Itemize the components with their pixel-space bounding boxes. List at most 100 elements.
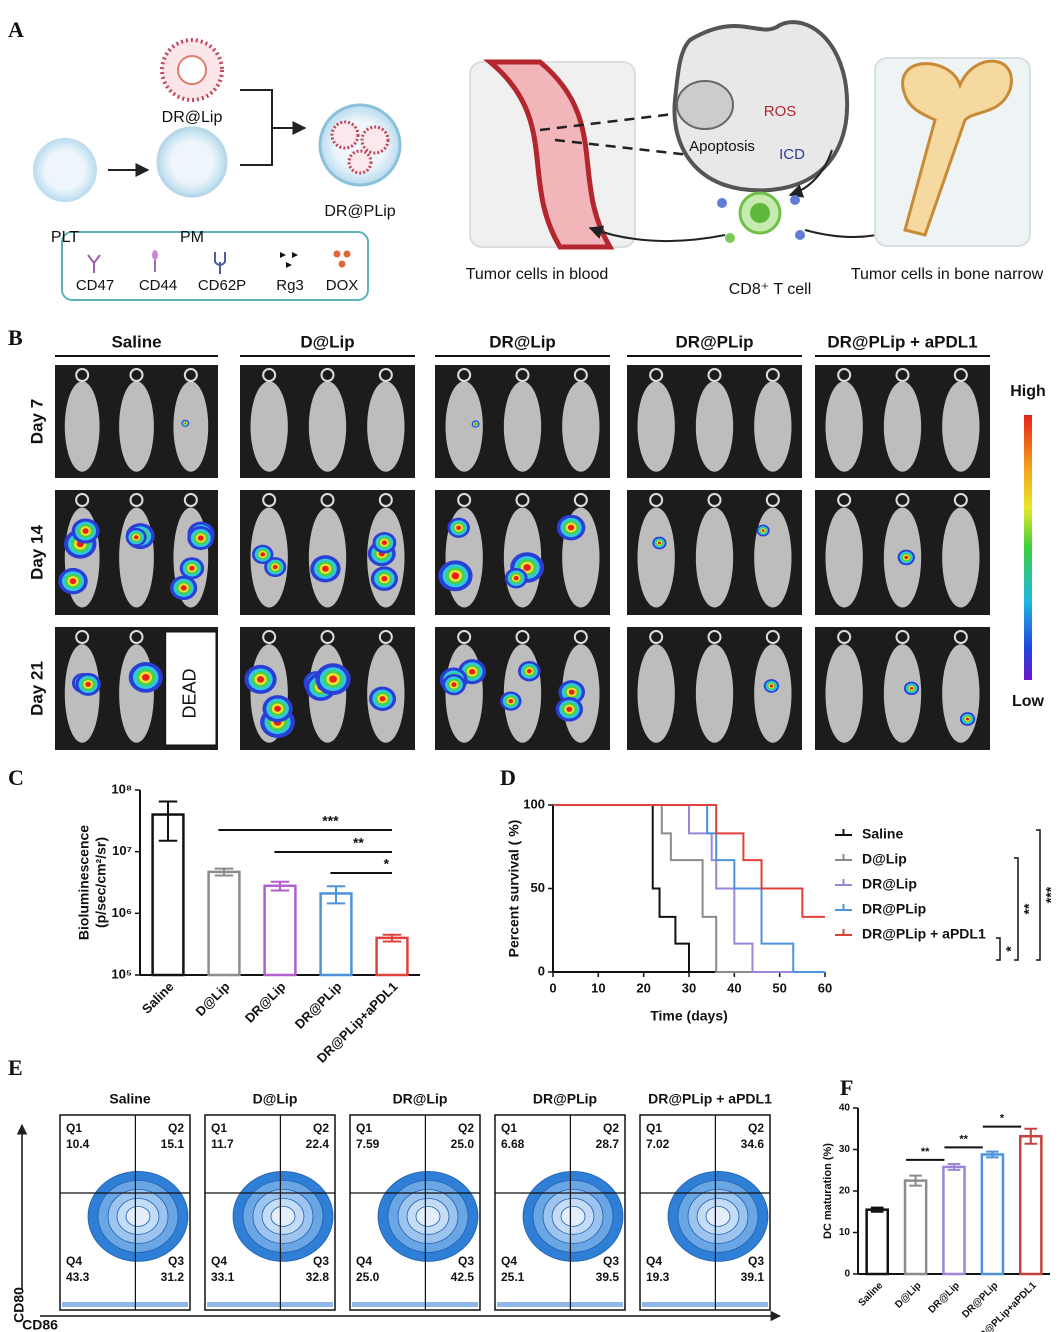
mouse-head bbox=[457, 493, 472, 507]
label: Tumor cells in bone narrow bbox=[851, 266, 1044, 283]
label: PLT bbox=[51, 229, 79, 246]
quadrant-name: Q4 bbox=[501, 1254, 517, 1268]
quadrant-value: 19.3 bbox=[646, 1270, 670, 1284]
x-tick-label: 30 bbox=[682, 980, 696, 995]
mouse-head bbox=[573, 493, 588, 507]
signal-blob bbox=[197, 535, 204, 541]
mouse-head bbox=[765, 493, 780, 507]
quadrant-name: Q4 bbox=[646, 1254, 662, 1268]
quadrant-value: 25.0 bbox=[451, 1137, 475, 1151]
quadrant-value: 31.2 bbox=[161, 1270, 185, 1284]
mouse-head bbox=[262, 368, 277, 382]
mouse bbox=[637, 507, 675, 608]
mouse bbox=[825, 644, 863, 743]
mouse bbox=[367, 381, 405, 472]
x-tick-label: DR@Lip bbox=[926, 1280, 961, 1315]
x-tick-label: 40 bbox=[727, 980, 741, 995]
error-bar bbox=[870, 1206, 884, 1213]
mouse bbox=[119, 644, 154, 743]
label: PM bbox=[180, 229, 204, 246]
quadrant-name: Q3 bbox=[313, 1254, 329, 1268]
plot-title: DR@PLip + aPDL1 bbox=[648, 1091, 772, 1107]
quadrant-name: Q1 bbox=[356, 1121, 372, 1135]
signal-blob bbox=[451, 682, 457, 687]
significance-label: ** bbox=[1021, 903, 1037, 914]
mouse-head bbox=[75, 368, 90, 382]
y-tick-label: 100 bbox=[523, 796, 545, 811]
legend-marker bbox=[835, 854, 852, 861]
y-tick-label: 50 bbox=[531, 880, 545, 895]
signal-blob bbox=[451, 572, 460, 580]
mouse-head bbox=[765, 368, 780, 382]
mouse bbox=[562, 381, 600, 472]
plot-title: DR@Lip bbox=[393, 1091, 448, 1107]
mouse-head bbox=[129, 368, 144, 382]
quadrant-name: Q1 bbox=[646, 1121, 662, 1135]
signal-blob bbox=[761, 529, 765, 532]
quadrant-value: 25.1 bbox=[501, 1270, 525, 1284]
mouse-head bbox=[707, 493, 722, 507]
y-tick-label: 10⁸ bbox=[111, 781, 132, 796]
bar bbox=[263, 884, 297, 977]
x-axis-label: CD86 bbox=[22, 1317, 58, 1332]
label: ICD bbox=[779, 146, 805, 163]
axis-events bbox=[497, 1302, 623, 1307]
mouse-head bbox=[573, 630, 588, 644]
mouse-head bbox=[515, 630, 530, 644]
significance-label: ** bbox=[353, 835, 364, 851]
contour bbox=[125, 1206, 151, 1227]
quadrant-name: Q3 bbox=[458, 1254, 474, 1268]
contour bbox=[705, 1206, 731, 1227]
mouse-head bbox=[953, 368, 968, 382]
mouse bbox=[942, 507, 980, 608]
signal-blob bbox=[909, 686, 914, 690]
mouse-head bbox=[378, 368, 393, 382]
legend-label: DR@PLip bbox=[862, 901, 926, 917]
day-label: Day 14 bbox=[27, 525, 46, 580]
mouse bbox=[883, 381, 922, 472]
signal-blob bbox=[474, 423, 477, 425]
y-axis-label: Bioluminescence bbox=[76, 825, 92, 940]
signal-blob bbox=[133, 535, 139, 540]
signal-blob bbox=[508, 699, 514, 704]
y-tick-label: 0 bbox=[538, 963, 545, 978]
mouse-head bbox=[649, 630, 664, 644]
mouse-head bbox=[183, 493, 198, 507]
quadrant-value: 42.5 bbox=[451, 1270, 475, 1284]
survival-line bbox=[553, 804, 825, 973]
label: CD8⁺ T cell bbox=[729, 281, 812, 298]
y-axis-label: DC maturation (%) bbox=[822, 1143, 834, 1239]
bar bbox=[903, 1179, 928, 1276]
mouse-head bbox=[649, 368, 664, 382]
mouse-head bbox=[573, 368, 588, 382]
signal-blob bbox=[513, 575, 519, 581]
label: DR@PLip bbox=[324, 203, 395, 220]
quadrant-name: Q2 bbox=[458, 1121, 474, 1135]
x-tick-label: D@Lip bbox=[193, 979, 233, 1019]
mouse-head bbox=[129, 493, 144, 507]
mouse bbox=[637, 644, 675, 743]
mouse-head bbox=[320, 630, 335, 644]
bar bbox=[942, 1165, 966, 1276]
panel-letter: F bbox=[840, 1075, 853, 1100]
signal-blob bbox=[657, 541, 661, 545]
mouse-head bbox=[837, 493, 852, 507]
mouse bbox=[119, 381, 154, 472]
y-tick-label: 30 bbox=[839, 1144, 851, 1155]
colorbar-label: Low bbox=[1012, 693, 1045, 710]
quadrant-value: 39.1 bbox=[741, 1270, 765, 1284]
mouse-head bbox=[707, 368, 722, 382]
signal-blob bbox=[274, 705, 281, 712]
quadrant-name: Q3 bbox=[748, 1254, 764, 1268]
signal-blob bbox=[567, 524, 575, 531]
bar bbox=[319, 892, 353, 977]
legend-item: DOX bbox=[326, 277, 359, 294]
quadrant-name: Q2 bbox=[748, 1121, 764, 1135]
signal-blob bbox=[82, 528, 89, 534]
plot-title: D@Lip bbox=[253, 1091, 298, 1107]
mouse bbox=[695, 381, 734, 472]
signal-blob bbox=[904, 555, 909, 560]
legend-item: Rg3 bbox=[276, 277, 304, 294]
quadrant-name: Q2 bbox=[313, 1121, 329, 1135]
significance-label: ** bbox=[921, 1146, 930, 1158]
